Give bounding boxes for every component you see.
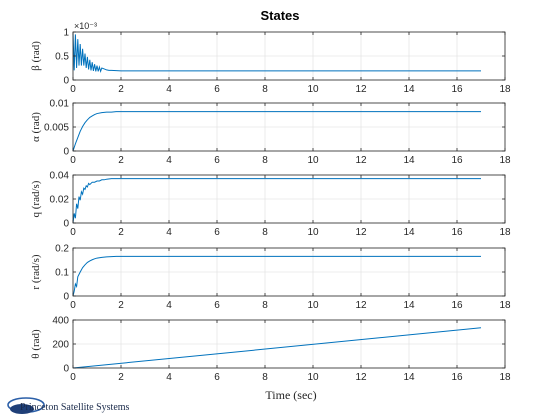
x-tick-label: 10 <box>307 300 319 311</box>
x-tick-label: 16 <box>451 300 463 311</box>
x-tick-label: 12 <box>355 227 367 238</box>
y-tick-label: 400 <box>52 316 69 327</box>
x-tick-label: 10 <box>307 372 319 383</box>
x-tick-label: 4 <box>166 155 172 166</box>
x-tick-label: 0 <box>70 227 76 238</box>
subplot-2: 0 2 4 6 8 10 12 14 16 18 0 0.005 0.01 α (rad) <box>30 99 511 167</box>
logo-swoosh-icon <box>10 404 34 414</box>
x-tick-label: 12 <box>355 84 367 95</box>
x-tick-label: 6 <box>214 155 220 166</box>
logo-text: Princeton Satellite Systems <box>20 402 130 413</box>
y-axis-label: β (rad) <box>30 41 42 71</box>
x-tick-label: 2 <box>118 155 124 166</box>
series-line-1 <box>72 111 481 152</box>
x-tick-label: 14 <box>403 84 415 95</box>
x-tick-label: 18 <box>499 227 511 238</box>
y-tick-label: 0 <box>63 364 69 375</box>
x-tick-label: 2 <box>118 300 124 311</box>
x-axis-label: Time (sec) <box>265 388 316 402</box>
x-tick-label: 16 <box>451 155 463 166</box>
x-tick-label: 4 <box>166 300 172 311</box>
y-tick-label: 0.5 <box>55 52 69 63</box>
y-axis-label: α (rad) <box>30 112 42 142</box>
x-tick-label: 12 <box>355 155 367 166</box>
x-tick-label: 14 <box>403 300 415 311</box>
x-tick-label: 4 <box>166 227 172 238</box>
x-tick-label: 16 <box>451 84 463 95</box>
y-tick-label: 0 <box>63 76 69 87</box>
x-tick-label: 14 <box>403 227 415 238</box>
subplot-1: 0 2 4 6 8 10 12 14 16 18 0 0.5 1 ×10⁻³ β (rad) <box>30 21 511 95</box>
y-tick-label: 0 <box>63 292 69 303</box>
y-tick-label: 0.2 <box>55 244 69 255</box>
y-tick-label: 0 <box>63 219 69 230</box>
subplot-5: 0 2 4 6 8 10 12 14 16 18 0 200 400 θ (rad) <box>30 316 511 384</box>
x-tick-label: 12 <box>355 372 367 383</box>
y-tick-label: 0.1 <box>55 268 69 279</box>
x-tick-label: 10 <box>307 155 319 166</box>
x-tick-label: 10 <box>307 227 319 238</box>
x-tick-label: 6 <box>214 227 220 238</box>
y-tick-label: 0.01 <box>50 99 70 110</box>
x-tick-label: 18 <box>499 155 511 166</box>
x-tick-label: 6 <box>214 84 220 95</box>
psss-logo: Princeton Satellite Systems <box>7 397 130 414</box>
y-tick-label: 1 <box>63 28 69 39</box>
x-tick-label: 18 <box>499 372 511 383</box>
y-tick-label: 0.02 <box>50 195 70 206</box>
x-tick-label: 12 <box>355 300 367 311</box>
x-tick-label: 4 <box>166 372 172 383</box>
x-tick-label: 18 <box>499 300 511 311</box>
x-tick-label: 8 <box>262 372 268 383</box>
x-tick-label: 18 <box>499 84 511 95</box>
y-tick-label: 200 <box>52 340 69 351</box>
series-line-1 <box>72 32 481 74</box>
x-tick-label: 16 <box>451 227 463 238</box>
x-tick-label: 0 <box>70 155 76 166</box>
series-line-1 <box>72 178 481 224</box>
y-axis-label: θ (rad) <box>30 329 42 359</box>
x-tick-label: 4 <box>166 84 172 95</box>
x-tick-label: 14 <box>403 155 415 166</box>
series-line-1 <box>72 327 482 369</box>
x-tick-label: 2 <box>118 227 124 238</box>
y-axis-label: r (rad/s) <box>30 254 42 289</box>
x-tick-label: 0 <box>70 300 76 311</box>
x-tick-label: 0 <box>70 84 76 95</box>
x-tick-label: 8 <box>262 84 268 95</box>
subplot-4: 0 2 4 6 8 10 12 14 16 18 0 0.1 0.2 r (rad/s) <box>30 244 511 312</box>
x-tick-label: 8 <box>262 300 268 311</box>
y-tick-label: 0 <box>63 147 69 158</box>
subplots: 0 2 4 6 8 10 12 14 16 18 0 0.5 1 ×10⁻³ β (rad) 0 2 4 6 8 10 1… <box>30 21 511 383</box>
x-tick-label: 16 <box>451 372 463 383</box>
y-exponent-label: ×10⁻³ <box>74 21 97 31</box>
figure-title: States <box>260 8 299 23</box>
subplot-3: 0 2 4 6 8 10 12 14 16 18 0 0.02 0.04 q (rad/s) <box>30 171 511 239</box>
series-line-1 <box>72 255 481 297</box>
y-tick-label: 0.04 <box>50 171 70 182</box>
x-tick-label: 8 <box>262 227 268 238</box>
x-tick-label: 10 <box>307 84 319 95</box>
x-tick-label: 6 <box>214 372 220 383</box>
x-tick-label: 6 <box>214 300 220 311</box>
x-tick-label: 2 <box>118 84 124 95</box>
y-axis-label: q (rad/s) <box>30 180 42 217</box>
x-tick-label: 14 <box>403 372 415 383</box>
x-tick-label: 2 <box>118 372 124 383</box>
y-tick-label: 0.005 <box>44 123 69 134</box>
x-tick-label: 8 <box>262 155 268 166</box>
x-tick-label: 0 <box>70 372 76 383</box>
